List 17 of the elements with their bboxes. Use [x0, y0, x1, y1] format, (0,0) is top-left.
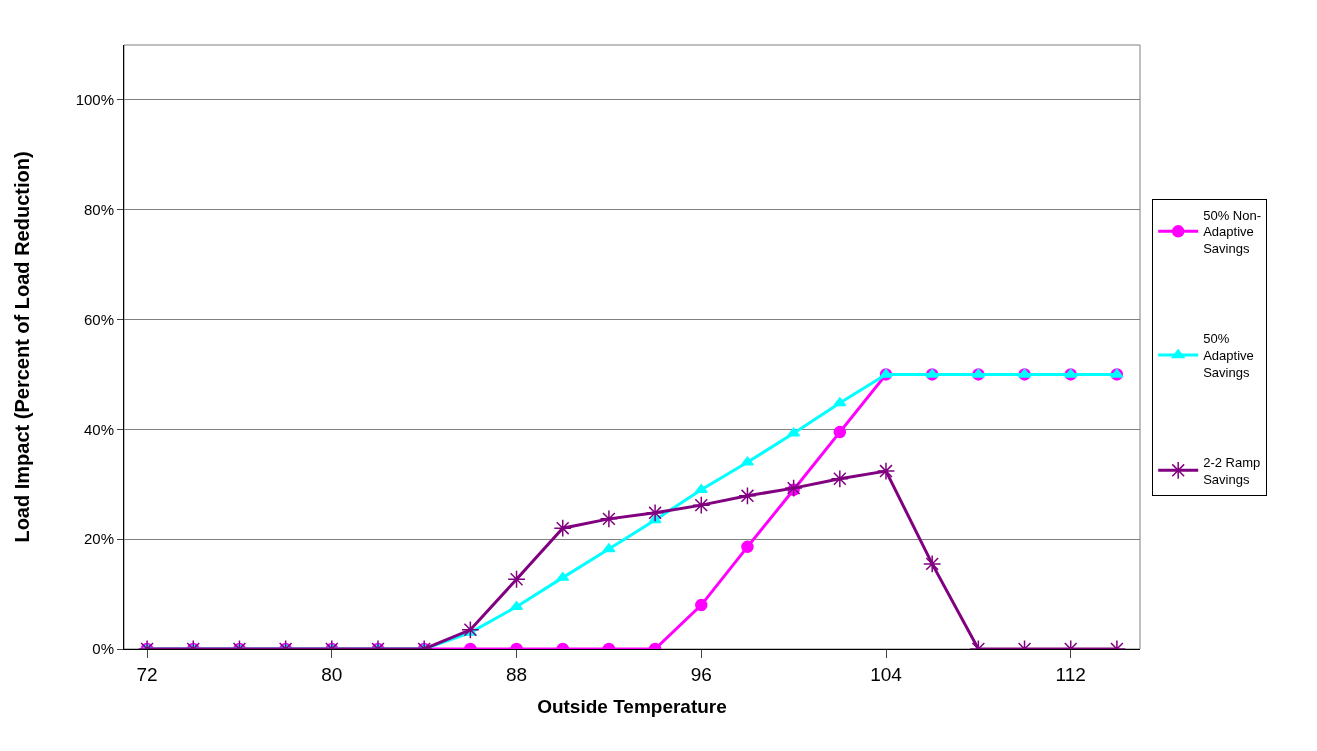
x-tick-label: 112: [1055, 663, 1086, 685]
x-tick-label: 96: [690, 663, 712, 685]
x-axis-title: Outside Temperature: [537, 695, 727, 717]
legend-label: 50% Non-Adaptive Savings: [1203, 207, 1261, 257]
x-tick-label: 72: [136, 663, 158, 685]
x-tick-label: 80: [321, 663, 343, 685]
x-tick-label: 104: [870, 663, 903, 685]
y-tick-label: 0%: [92, 640, 114, 658]
y-tick-label: 100%: [75, 91, 114, 109]
y-axis-title: Load Impact (Percent of Load Reduction): [11, 151, 34, 543]
y-tick-label: 20%: [83, 530, 114, 548]
legend-label: 50% Adaptive Savings: [1203, 331, 1254, 381]
y-tick-label: 40%: [83, 420, 114, 438]
x-tick-label: 88: [505, 663, 528, 685]
y-tick-label: 80%: [83, 200, 114, 218]
y-tick-label: 60%: [83, 310, 114, 328]
legend-label: 2-2 Ramp Savings: [1203, 454, 1261, 487]
